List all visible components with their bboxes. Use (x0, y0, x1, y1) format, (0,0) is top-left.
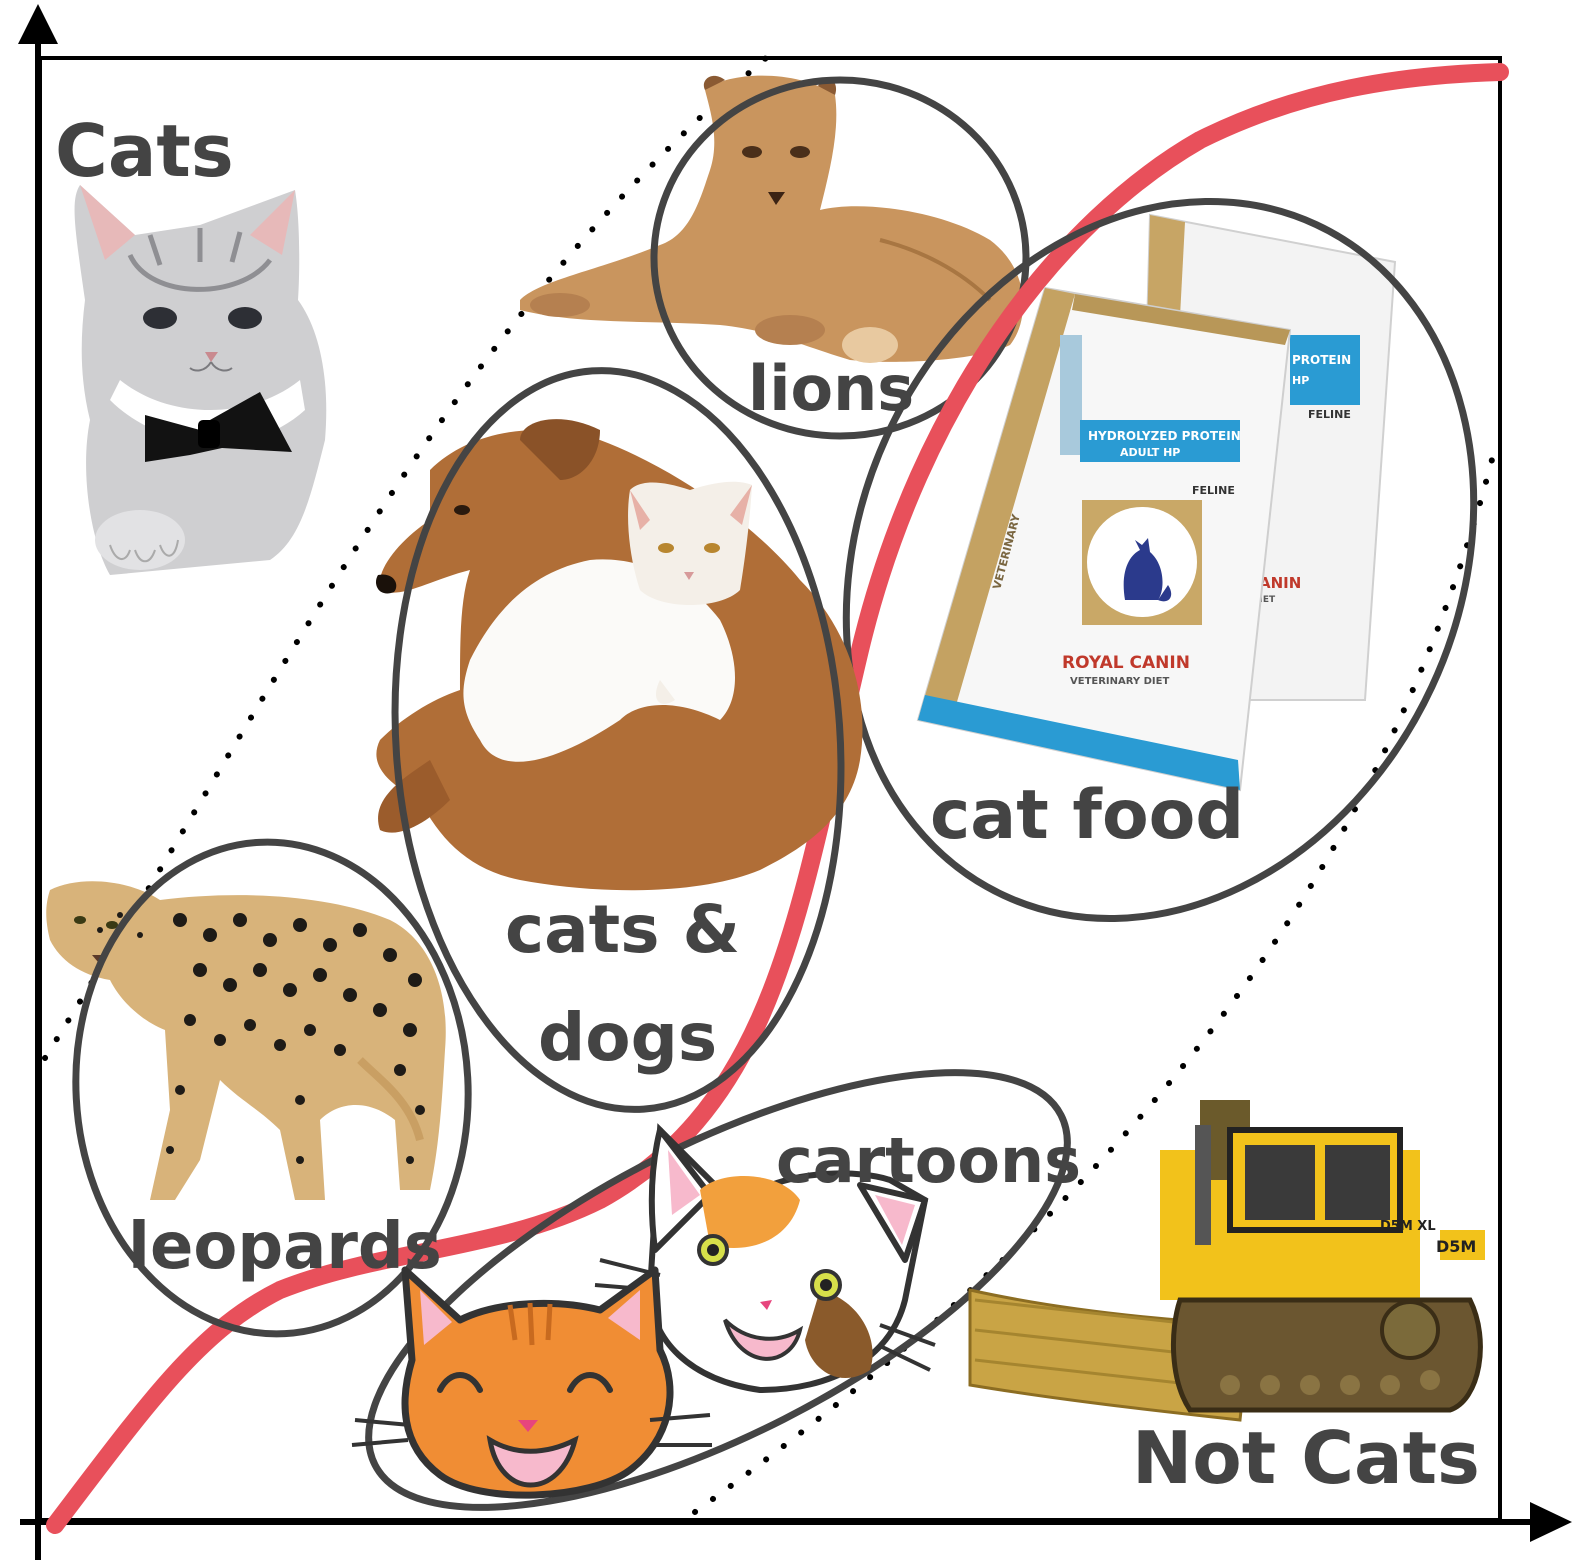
cat-food-label: cat food (930, 776, 1244, 855)
orange-cartoon-cat-icon (351, 1266, 712, 1499)
margin-line-upper (42, 55, 769, 1061)
cat-food-bags: PROTEIN HP FELINE CANIN DIET HYDROLYZED … (916, 213, 1397, 792)
y-axis-arrow-icon (18, 4, 58, 44)
axes (18, 4, 1572, 1560)
x-axis-arrow-icon (1530, 1502, 1572, 1542)
lions-label: lions (748, 352, 914, 425)
cat-and-dog-photo (375, 419, 863, 891)
svg-text:HYDROLYZED PROTEIN: HYDROLYZED PROTEIN (1088, 429, 1241, 443)
cat-silhouette-icon (1123, 538, 1172, 602)
leopards-ellipse (72, 838, 472, 1338)
svg-text:FELINE: FELINE (1192, 484, 1235, 497)
cats-label: Cats (55, 109, 234, 193)
svg-text:VETERINARY DIET: VETERINARY DIET (1070, 676, 1169, 687)
svg-text:HP: HP (1292, 374, 1309, 387)
cats-dogs-label-line2: dogs (538, 999, 717, 1076)
leopard-photo (46, 881, 446, 1200)
svg-text:DIET: DIET (1252, 595, 1276, 605)
svg-text:ADULT HP: ADULT HP (1120, 446, 1180, 459)
calico-cartoon-cat-icon (594, 1123, 936, 1394)
svg-text:D5M: D5M (1436, 1237, 1476, 1256)
cats-dogs-label-line1: cats & (505, 891, 740, 968)
leopards-label: leopards (128, 1210, 442, 1284)
cartoons-label: cartoons (776, 1124, 1081, 1197)
cat-food-ellipse (842, 197, 1478, 923)
cartoon-cats (351, 1123, 936, 1499)
lion-cub-photo (520, 75, 1024, 363)
lions-ellipse (650, 76, 1030, 440)
not-cats-label: Not Cats (1132, 1416, 1480, 1500)
svg-text:ROYAL CANIN: ROYAL CANIN (1062, 653, 1190, 673)
cat-photo (74, 185, 327, 575)
bulldozer-photo: D5M D5M XL (968, 1100, 1485, 1422)
cats-dogs-ellipse (391, 367, 845, 1113)
svg-text:PROTEIN: PROTEIN (1292, 353, 1351, 367)
decision-boundary (46, 63, 1509, 1534)
svg-text:FELINE: FELINE (1308, 408, 1351, 421)
svg-text:D5M XL: D5M XL (1380, 1219, 1436, 1234)
